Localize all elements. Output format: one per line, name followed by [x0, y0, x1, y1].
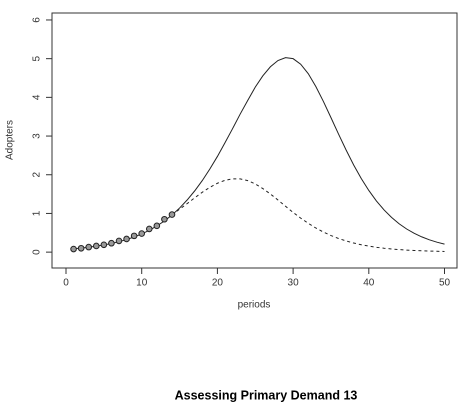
y-tick-label: 4	[32, 94, 43, 100]
data-point	[100, 241, 108, 249]
x-tick-label: 10	[136, 278, 148, 289]
data-point	[115, 237, 123, 245]
x-tick-label: 0	[63, 278, 69, 289]
y-tick-label: 3	[32, 133, 43, 139]
x-tick-label: 50	[439, 278, 451, 289]
plot-box	[51, 12, 458, 269]
data-point	[168, 211, 176, 218]
y-tick-label: 1	[32, 210, 43, 216]
x-axis-label: periods	[238, 300, 271, 311]
y-tick-label: 0	[32, 249, 43, 255]
data-point	[138, 230, 146, 237]
data-point	[70, 245, 77, 253]
x-tick-label: 40	[363, 278, 375, 289]
data-point	[92, 242, 100, 250]
data-point	[161, 215, 168, 223]
y-tick-label: 6	[32, 17, 43, 23]
x-tick-label: 20	[212, 278, 224, 289]
data-point	[77, 244, 85, 252]
data-point	[123, 235, 130, 243]
y-tick-label: 2	[32, 172, 43, 178]
data-point	[153, 222, 161, 230]
solid-line	[73, 57, 445, 250]
data-point	[108, 239, 115, 247]
x-tick-label: 30	[288, 278, 300, 289]
data-point	[145, 225, 153, 233]
caption: Assessing Primary Demand 13	[175, 388, 358, 402]
data-point	[85, 243, 93, 251]
y-tick-label: 5	[32, 55, 43, 61]
dashed-line	[171, 178, 445, 252]
y-axis-label: Adopters	[5, 120, 16, 160]
data-point	[130, 232, 138, 240]
